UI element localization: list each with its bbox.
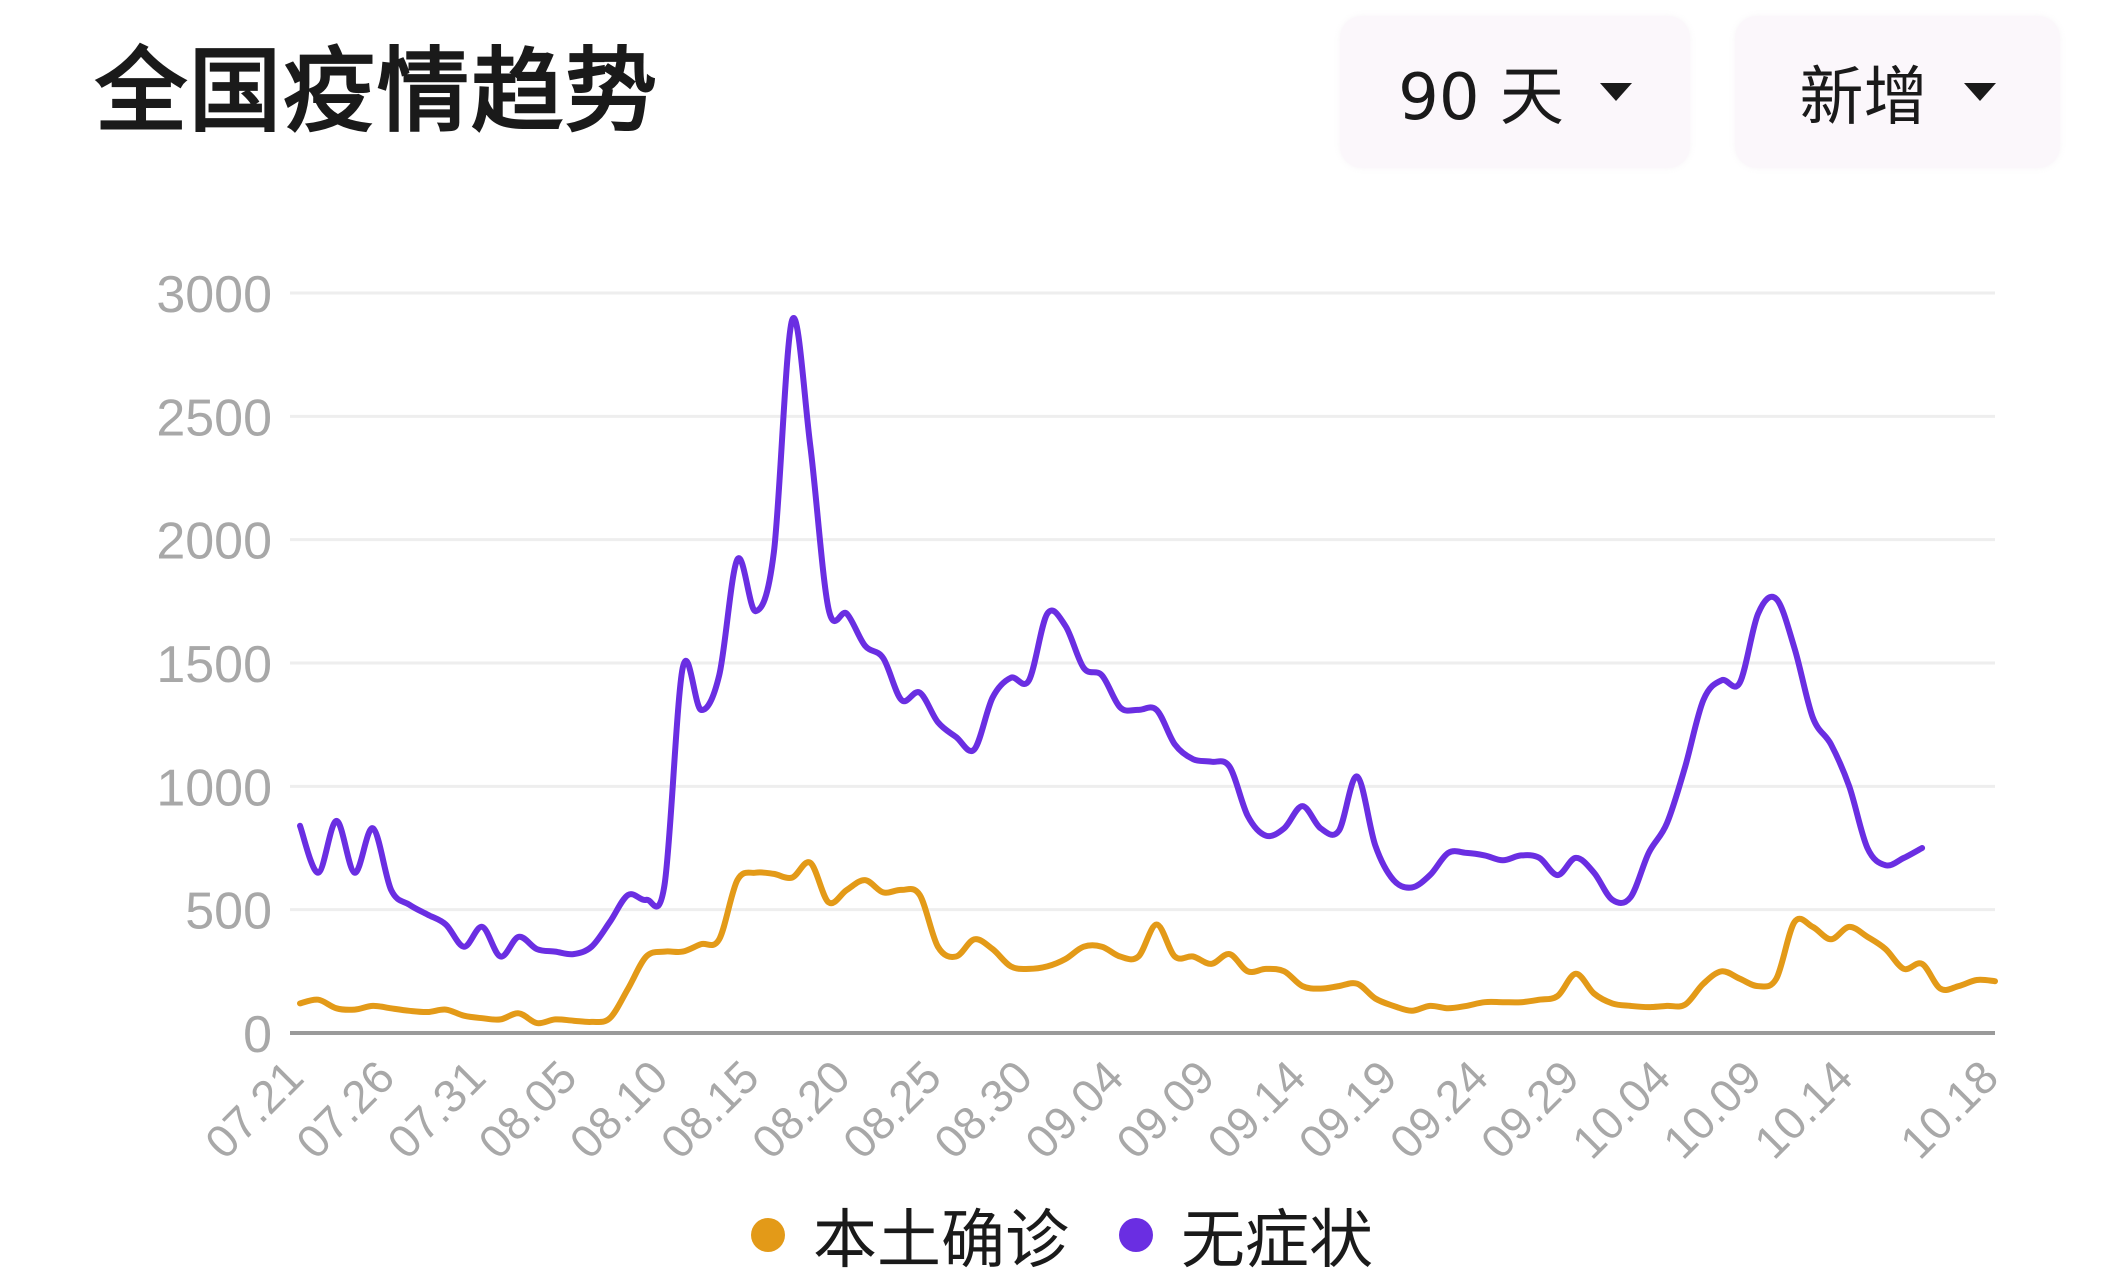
legend-dot-icon (1119, 1218, 1153, 1252)
y-tick-label: 2500 (156, 389, 272, 447)
y-tick-label: 500 (185, 883, 272, 941)
x-tick-label: 09.29 (1471, 1050, 1589, 1168)
legend-item-0[interactable]: 本土确诊 (751, 1189, 1069, 1281)
x-tick-label: 08.10 (559, 1050, 677, 1168)
mode-dropdown[interactable]: 新增 (1735, 16, 2060, 168)
x-tick-label: 07.21 (195, 1050, 313, 1168)
x-tick-label: 09.14 (1197, 1050, 1315, 1168)
legend-dot-icon (751, 1218, 785, 1252)
caret-down-icon (1599, 83, 1632, 101)
x-tick-label: 09.09 (1106, 1050, 1224, 1168)
x-tick-label: 09.24 (1380, 1050, 1498, 1168)
x-tick-label: 08.25 (833, 1050, 951, 1168)
x-tick-label: 07.26 (286, 1050, 404, 1168)
line-chart: 30002500200015001000500007.2107.2607.310… (156, 266, 2008, 1168)
x-tick-label: 10.04 (1562, 1050, 1680, 1168)
x-tick-label: 10.09 (1653, 1050, 1771, 1168)
x-tick-label: 10.18 (1890, 1050, 2008, 1168)
series-line-0 (297, 859, 1998, 1027)
x-tick-label: 09.04 (1015, 1050, 1133, 1168)
chart-legend: 本土确诊 无症状 (0, 1200, 2124, 1278)
y-tick-label: 1000 (156, 759, 272, 817)
x-tick-label: 07.31 (377, 1050, 495, 1168)
legend-item-1[interactable]: 无症状 (1119, 1189, 1373, 1281)
y-tick-label: 2000 (156, 513, 272, 571)
x-tick-label: 08.30 (924, 1050, 1042, 1168)
legend-label: 本土确诊 (813, 1204, 1069, 1278)
x-tick-label: 08.20 (742, 1050, 860, 1168)
mode-dropdown-label: 新增 (1799, 61, 1928, 135)
caret-down-icon (1963, 83, 1996, 101)
x-tick-label: 10.14 (1744, 1050, 1862, 1168)
range-dropdown[interactable]: 90 天 (1340, 16, 1690, 168)
page-title: 全国疫情趋势 (95, 38, 660, 145)
x-tick-label: 08.05 (468, 1050, 586, 1168)
y-tick-label: 1500 (156, 636, 272, 694)
x-tick-label: 09.19 (1288, 1050, 1406, 1168)
y-tick-label: 3000 (156, 266, 272, 324)
series-line-1 (297, 314, 1926, 960)
legend-label: 无症状 (1181, 1204, 1373, 1278)
y-tick-label: 0 (243, 1006, 272, 1064)
x-tick-label: 08.15 (651, 1050, 769, 1168)
range-dropdown-label: 90 天 (1398, 61, 1564, 135)
